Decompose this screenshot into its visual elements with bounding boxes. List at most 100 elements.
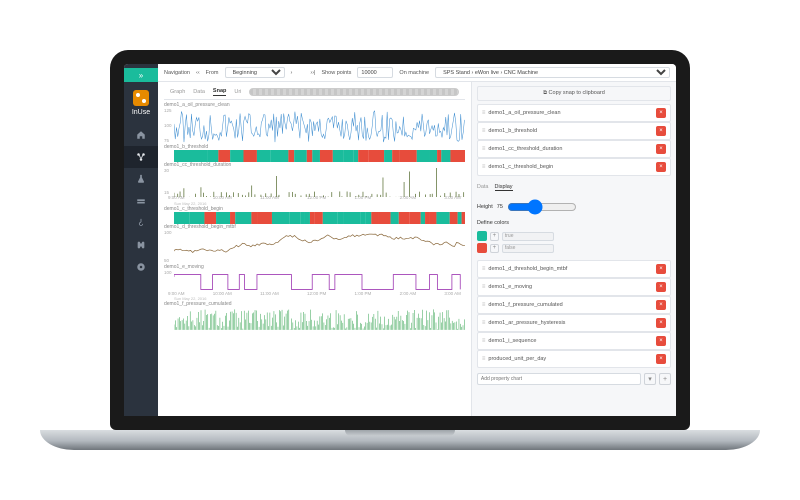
chart[interactable] — [174, 307, 465, 329]
color-value-input[interactable] — [502, 232, 554, 241]
drag-handle-icon[interactable]: ≡ — [482, 110, 486, 116]
delete-button[interactable]: × — [656, 144, 666, 154]
drag-handle-icon[interactable]: ≡ — [482, 266, 486, 272]
color-row: + — [477, 243, 671, 253]
height-value: 75 — [497, 204, 503, 210]
property-label: produced_unit_per_day — [488, 356, 546, 362]
chart[interactable]: 100 — [174, 270, 465, 292]
add-property-confirm[interactable]: + — [659, 373, 671, 385]
color-swatch[interactable] — [477, 231, 487, 241]
chart[interactable] — [174, 212, 465, 224]
property-row[interactable]: ≡demo1_a_oil_pressure_clean × — [477, 104, 671, 122]
property-label: demo1_ar_pressure_hysteresis — [488, 320, 565, 326]
drag-handle-icon[interactable]: ≡ — [482, 302, 486, 308]
tab-data[interactable]: Data — [193, 89, 205, 95]
nav-item-home[interactable] — [124, 124, 158, 146]
nav-item-config[interactable] — [124, 234, 158, 256]
brand-name: InUse — [132, 109, 150, 116]
drag-handle-icon[interactable]: ≡ — [482, 164, 486, 170]
charts-column: Graph Data Snap Uri demo1_a_oil_pressure… — [158, 82, 471, 416]
drag-handle-icon[interactable]: ≡ — [482, 128, 486, 134]
from-select[interactable]: Beginning — [225, 67, 285, 78]
nav-forward[interactable]: › — [291, 70, 293, 76]
nav-back[interactable]: ‹‹ — [196, 70, 200, 76]
property-label: demo1_c_threshold_begin — [488, 164, 553, 170]
add-property-dropdown[interactable]: ▾ — [644, 373, 656, 385]
delete-button[interactable]: × — [656, 126, 666, 136]
height-row: Height 75 — [477, 199, 671, 215]
sidebar: » InUse — [124, 64, 158, 416]
color-value-input[interactable] — [502, 244, 554, 253]
nav-item-alerts[interactable] — [124, 256, 158, 278]
from-label: From — [206, 70, 219, 76]
color-row: + — [477, 231, 671, 241]
time-scrubber[interactable] — [249, 88, 458, 96]
property-row[interactable]: ≡demo1_f_pressure_cumulated × — [477, 296, 671, 314]
drag-handle-icon[interactable]: ≡ — [482, 320, 486, 326]
delete-button[interactable]: × — [656, 282, 666, 292]
tab-snap[interactable]: Snap — [213, 88, 226, 96]
property-row[interactable]: ≡demo1_ar_pressure_hysteresis × — [477, 314, 671, 332]
copy-snap-button[interactable]: ⧉ Copy snap to clipboard — [477, 86, 671, 101]
topbar: Navigation ‹‹ From Beginning › ››| Show … — [158, 64, 676, 82]
color-swatch[interactable] — [477, 243, 487, 253]
delete-button[interactable]: × — [656, 108, 666, 118]
add-property-row: ▾ + — [477, 373, 671, 385]
tab-uri[interactable]: Uri — [234, 89, 241, 95]
nav-item-sensors[interactable] — [124, 212, 158, 234]
main: Navigation ‹‹ From Beginning › ››| Show … — [158, 64, 676, 416]
nav-item-machines[interactable] — [124, 190, 158, 212]
chart-toolbar: Graph Data Snap Uri — [164, 85, 465, 100]
property-label: demo1_e_moving — [488, 284, 532, 290]
chart[interactable]: 3015 — [174, 168, 465, 196]
property-label: demo1_b_threshold — [488, 128, 537, 134]
drag-handle-icon[interactable]: ≡ — [482, 338, 486, 344]
points-input[interactable] — [357, 67, 393, 78]
sidebar-toggle[interactable]: » — [124, 68, 158, 82]
drag-handle-icon[interactable]: ≡ — [482, 356, 486, 362]
right-tab-data[interactable]: Data — [477, 184, 489, 191]
property-label: demo1_a_oil_pressure_clean — [488, 110, 560, 116]
property-row[interactable]: ≡produced_unit_per_day × — [477, 350, 671, 368]
height-slider[interactable] — [507, 199, 577, 215]
app-root: » InUse Navigati — [124, 64, 676, 416]
property-row[interactable]: ≡demo1_b_threshold × — [477, 122, 671, 140]
laptop-frame: » InUse Navigati — [40, 50, 760, 450]
add-color-button[interactable]: + — [490, 244, 499, 253]
property-row[interactable]: ≡demo1_cc_threshold_duration × — [477, 140, 671, 158]
nav-item-dataviz[interactable] — [124, 146, 158, 168]
delete-button[interactable]: × — [656, 300, 666, 310]
brand-logo: InUse — [124, 84, 158, 122]
delete-button[interactable]: × — [656, 162, 666, 172]
chart[interactable]: 12510075 — [174, 108, 465, 144]
property-row[interactable]: ≡demo1_e_moving × — [477, 278, 671, 296]
property-label: demo1_f_pressure_cumulated — [488, 302, 562, 308]
machine-select[interactable]: SPS Stand › eWon live › CNC Machine — [435, 67, 670, 78]
property-label: demo1_i_sequence — [488, 338, 536, 344]
property-row[interactable]: ≡demo1_c_threshold_begin × — [477, 158, 671, 176]
tab-graph[interactable]: Graph — [170, 89, 185, 95]
right-tab-display[interactable]: Display — [495, 184, 513, 191]
add-color-button[interactable]: + — [490, 232, 499, 241]
delete-button[interactable]: × — [656, 318, 666, 328]
property-label: demo1_cc_threshold_duration — [488, 146, 562, 152]
nav-item-lab[interactable] — [124, 168, 158, 190]
height-label: Height — [477, 204, 493, 210]
delete-button[interactable]: × — [656, 354, 666, 364]
chart[interactable] — [174, 150, 465, 162]
define-colors-label: Define colors — [477, 220, 671, 226]
delete-button[interactable]: × — [656, 336, 666, 346]
delete-button[interactable]: × — [656, 264, 666, 274]
points-label: Show points — [321, 70, 351, 76]
drag-handle-icon[interactable]: ≡ — [482, 146, 486, 152]
sidebar-nav — [124, 124, 158, 278]
laptop-base — [40, 430, 760, 450]
property-label: demo1_d_threshold_begin_mtbf — [488, 266, 567, 272]
add-property-input[interactable] — [477, 373, 641, 385]
property-row[interactable]: ≡demo1_i_sequence × — [477, 332, 671, 350]
nav-label: Navigation — [164, 70, 190, 76]
right-panel: ⧉ Copy snap to clipboard ≡demo1_a_oil_pr… — [471, 82, 676, 416]
property-row[interactable]: ≡demo1_d_threshold_begin_mtbf × — [477, 260, 671, 278]
chart[interactable]: 10050 — [174, 230, 465, 264]
drag-handle-icon[interactable]: ≡ — [482, 284, 486, 290]
